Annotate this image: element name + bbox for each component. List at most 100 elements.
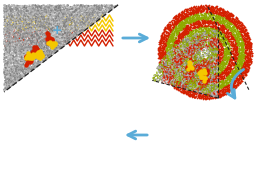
Point [47,46,51,49]
Point [10,60,14,63]
Point [35,29,39,33]
Point [60,30,64,33]
Point [213,46,217,49]
Point [41,50,45,53]
Point [230,62,234,65]
Point [34,6,38,9]
Point [185,63,189,66]
Point [55,43,59,46]
Point [11,8,15,11]
Point [189,83,193,86]
Point [206,34,210,37]
Point [161,56,165,59]
Point [217,61,221,64]
Point [196,48,200,51]
Point [25,58,29,61]
Point [177,57,181,60]
Point [205,66,210,69]
Point [246,40,250,43]
Point [211,56,215,59]
Point [167,60,171,63]
Point [4,65,8,68]
Point [160,44,164,47]
Point [184,57,188,60]
Point [178,55,182,58]
Point [18,63,22,66]
Point [205,40,209,43]
Point [33,17,37,20]
Point [54,23,58,26]
Point [219,19,223,22]
Point [231,39,235,42]
Point [190,40,194,43]
Point [17,42,21,45]
Point [226,11,230,14]
Point [176,38,180,41]
Point [215,40,219,43]
Point [77,28,82,31]
Point [175,16,179,19]
Point [164,52,168,55]
Point [213,84,217,87]
Point [3,53,7,56]
Point [39,39,43,42]
Point [73,32,77,35]
Point [209,49,213,52]
Point [174,32,179,35]
Point [99,7,103,10]
Point [227,60,231,63]
Point [198,60,202,63]
Point [212,66,216,69]
Point [183,81,187,84]
Point [237,21,241,24]
Point [241,67,245,70]
Point [241,43,245,46]
Point [41,15,45,18]
Point [46,45,50,48]
Point [198,73,202,76]
Point [197,25,201,28]
Point [72,6,76,9]
Point [160,79,164,82]
Point [45,11,50,14]
Point [89,10,93,13]
Point [195,45,199,48]
Point [225,57,229,60]
Point [18,19,22,22]
Point [237,23,242,26]
Point [28,27,33,30]
Point [163,50,167,53]
Point [209,44,213,47]
Point [42,41,46,44]
Point [25,56,29,59]
Point [207,84,211,87]
Point [186,14,190,17]
Point [15,36,20,40]
Point [169,61,173,64]
Point [207,92,211,95]
Point [7,36,11,39]
Point [244,52,248,55]
Point [18,40,22,43]
Point [37,38,41,41]
Point [47,8,51,11]
Point [216,29,220,32]
Point [6,81,10,84]
Point [226,62,230,65]
Point [200,54,204,57]
Point [37,62,41,65]
Point [196,41,200,44]
Point [188,88,192,91]
Point [208,59,212,62]
Point [38,42,42,45]
Point [35,30,39,33]
Point [181,23,185,26]
Point [33,63,37,66]
Point [214,52,218,55]
Point [62,37,66,40]
Point [9,22,13,25]
Point [78,16,82,19]
Point [175,70,179,73]
Point [31,50,36,53]
Point [198,6,202,9]
